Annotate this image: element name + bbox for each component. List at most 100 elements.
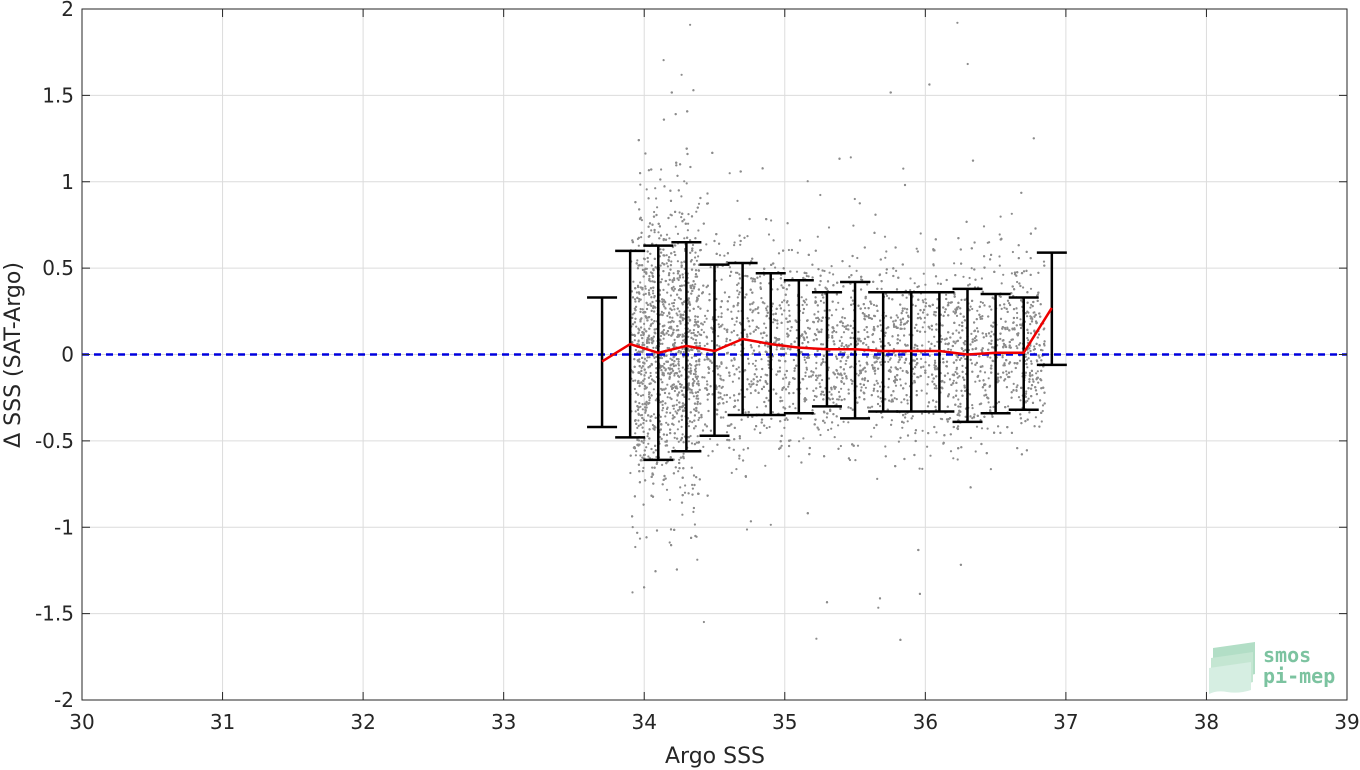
scatter-point: [970, 362, 974, 365]
scatter-point: [966, 62, 969, 66]
scatter-point: [867, 345, 870, 349]
scatter-point: [1005, 370, 1008, 373]
scatter-point: [1010, 370, 1013, 373]
scatter-point: [666, 396, 669, 399]
scatter-point: [633, 298, 637, 301]
scatter-point: [921, 299, 924, 302]
scatter-point: [634, 432, 637, 435]
scatter-point: [756, 276, 759, 279]
scatter-point: [689, 319, 692, 322]
scatter-point: [707, 409, 710, 413]
scatter-point: [1006, 310, 1009, 313]
scatter-point: [830, 265, 833, 268]
scatter-point: [696, 558, 699, 561]
scatter-point: [1003, 362, 1006, 365]
scatter-point: [808, 375, 811, 378]
scatter-point: [876, 325, 879, 328]
scatter-point: [659, 248, 662, 251]
scatter-point: [702, 445, 705, 448]
scatter-point: [805, 298, 808, 301]
scatter-point: [674, 466, 677, 469]
scatter-point: [663, 305, 666, 308]
scatter-point: [795, 329, 798, 332]
scatter-point: [884, 256, 887, 259]
scatter-point: [704, 314, 707, 317]
scatter-point: [679, 486, 682, 489]
scatter-point: [680, 418, 684, 421]
scatter-point: [641, 470, 645, 473]
scatter-point: [1005, 373, 1008, 376]
scatter-point: [644, 411, 647, 414]
scatter-point: [1034, 416, 1037, 419]
scatter-point: [641, 337, 644, 340]
scatter-point: [843, 317, 847, 320]
scatter-point: [766, 305, 769, 308]
scatter-point: [647, 225, 650, 228]
scatter-point: [677, 333, 680, 336]
scatter-point: [943, 310, 947, 314]
scatter-point: [650, 229, 653, 232]
scatter-point: [1016, 347, 1019, 350]
scatter-point: [783, 281, 786, 284]
scatter-point: [689, 367, 692, 370]
scatter-point: [641, 403, 644, 406]
scatter-point: [742, 448, 745, 451]
scatter-point: [1001, 354, 1004, 357]
scatter-point: [636, 259, 639, 262]
scatter-point: [790, 343, 793, 346]
scatter-point: [989, 406, 992, 409]
scatter-point: [655, 299, 658, 302]
scatter-point: [778, 366, 782, 369]
scatter-point: [656, 206, 659, 209]
scatter-point: [856, 444, 860, 447]
scatter-point: [1043, 340, 1046, 343]
scatter-point: [899, 323, 902, 326]
scatter-point: [718, 385, 721, 388]
scatter-point: [976, 327, 979, 330]
scatter-point: [954, 274, 957, 277]
scatter-point: [1024, 392, 1028, 395]
scatter-point: [1037, 381, 1040, 384]
scatter-point: [646, 356, 649, 359]
scatter-point: [1037, 271, 1040, 274]
scatter-point: [651, 378, 654, 381]
scatter-point: [873, 314, 876, 317]
scatter-point: [677, 440, 680, 443]
scatter-point: [960, 298, 963, 301]
scatter-point: [843, 351, 846, 354]
scatter-point: [677, 420, 681, 423]
scatter-point: [928, 327, 931, 330]
scatter-point: [1040, 420, 1043, 423]
scatter-point: [817, 310, 820, 313]
scatter-point: [669, 213, 672, 216]
scatter-point: [841, 260, 844, 263]
scatter-point: [783, 373, 787, 376]
scatter-point: [751, 311, 754, 314]
scatter-point: [816, 376, 819, 379]
scatter-point: [831, 336, 834, 339]
scatter-point: [985, 334, 988, 338]
scatter-point: [681, 316, 684, 319]
scatter-point: [663, 388, 666, 391]
scatter-point: [660, 357, 664, 360]
scatter-point: [954, 370, 957, 374]
scatter-point: [958, 324, 961, 327]
scatter-point: [768, 425, 771, 429]
scatter-point: [914, 432, 917, 435]
scatter-point: [719, 374, 722, 377]
scatter-point: [945, 297, 948, 301]
scatter-point: [677, 351, 680, 354]
scatter-point: [779, 307, 783, 310]
scatter-point: [676, 307, 679, 310]
scatter-point: [683, 284, 686, 287]
scatter-point: [635, 291, 639, 294]
scatter-point: [1026, 310, 1029, 313]
scatter-point: [878, 597, 882, 600]
scatter-point: [753, 428, 756, 431]
scatter-point: [917, 312, 920, 315]
scatter-point: [733, 244, 736, 247]
scatter-point: [943, 338, 946, 341]
scatter-point: [670, 260, 673, 263]
scatter-point: [831, 334, 834, 338]
scatter-point: [935, 431, 938, 434]
